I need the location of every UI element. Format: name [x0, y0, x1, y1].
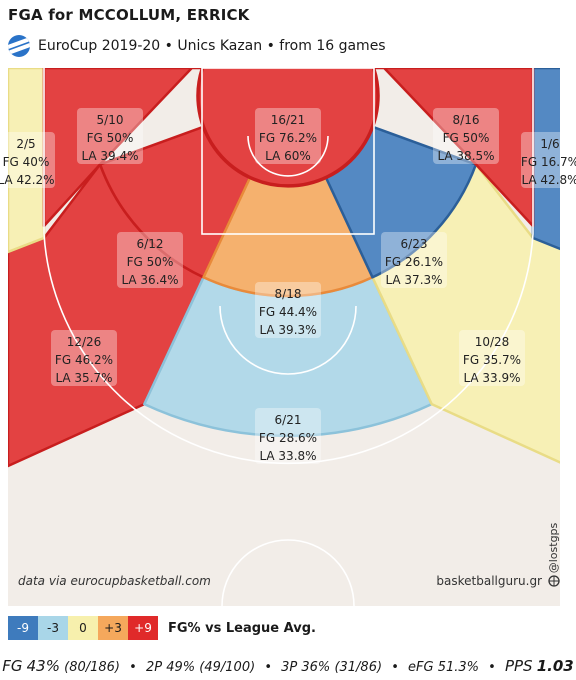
- two-detail: (49/100): [199, 660, 256, 675]
- subtitle-row: EuroCup 2019-20 • Unics Kazan • from 16 …: [8, 35, 386, 57]
- zone-la-label: LA 42.8%: [521, 173, 576, 187]
- zone-label-box: [381, 232, 447, 288]
- efg-label: eFG: [408, 660, 434, 675]
- zone-fgm-fga-label: 12/26: [67, 335, 102, 349]
- zone-label-box: [0, 132, 55, 188]
- zone-label-box: [459, 330, 525, 386]
- court-lines: [43, 68, 534, 606]
- zone-label-box: [117, 232, 183, 288]
- chart-title: FGA for MCCOLLUM, ERRICK: [8, 6, 250, 24]
- three-value: 36%: [301, 660, 331, 675]
- fg-label: FG: [2, 657, 23, 675]
- zone-la-label: LA 33.9%: [463, 371, 520, 385]
- zone-fgm-fga-label: 8/16: [453, 113, 480, 127]
- legend: -9 -3 0 +3 +9 FG% vs League Avg.: [8, 616, 316, 640]
- basketball-icon: [548, 575, 560, 587]
- legend-swatches: -9 -3 0 +3 +9: [8, 616, 158, 640]
- zone-fg-label: FG 50%: [127, 255, 174, 269]
- zone-la-label: LA 60%: [265, 149, 311, 163]
- court-svg: 2/5 FG 40% LA 42.2% 5/10 FG 50% LA 39.4% 16/21…: [0, 68, 576, 606]
- chart-subtitle: EuroCup 2019-20 • Unics Kazan • from 16 …: [38, 38, 386, 54]
- three-label: 3P: [281, 660, 298, 675]
- zone-fgm-fga-label: 2/5: [16, 137, 35, 151]
- zone-label-box: [77, 108, 143, 164]
- zone-fg-label: FG 26.1%: [385, 255, 443, 269]
- zone-fgm-fga-label: 8/18: [275, 287, 302, 301]
- zone-fg-label: FG 35.7%: [463, 353, 521, 367]
- zone-fgm-fga-label: 16/21: [271, 113, 306, 127]
- court-chart: 2/5 FG 40% LA 42.2% 5/10 FG 50% LA 39.4% 16/21…: [0, 66, 576, 606]
- zone-la-label: LA 36.4%: [121, 273, 178, 287]
- zone-right-baseline-mid: [372, 68, 535, 228]
- zone-label-box: [51, 330, 117, 386]
- two-value: 49%: [166, 660, 196, 675]
- efg-value: 51.3%: [437, 660, 480, 675]
- zone-label-box: [521, 132, 576, 188]
- eurocup-logo-icon: [8, 35, 30, 57]
- zone-label-box: [433, 108, 499, 164]
- site-credit: basketballguru.gr: [436, 574, 542, 588]
- paint-area: [201, 68, 375, 235]
- zone-fgm-fga-label: 6/23: [401, 237, 428, 251]
- legend-swatch: 0: [68, 616, 98, 640]
- source-credit: data via eurocupbasketball.com: [18, 574, 211, 588]
- zone-fg-label: FG 50%: [443, 131, 490, 145]
- zone-fgm-fga-label: 5/10: [97, 113, 124, 127]
- zone-fg-label: FG 76.2%: [259, 131, 317, 145]
- zone-fg-label: FG 44.4%: [259, 305, 317, 319]
- zone-fg-label: FG 28.6%: [259, 431, 317, 445]
- zone-fg-label: FG 16.7%: [521, 155, 576, 169]
- zone-fg-label: FG 46.2%: [55, 353, 113, 367]
- zone-label-box: [255, 282, 321, 338]
- two-label: 2P: [145, 660, 163, 675]
- legend-swatch: -3: [38, 616, 68, 640]
- zone-fgm-fga-label: 1/6: [540, 137, 559, 151]
- legend-swatch: +3: [98, 616, 128, 640]
- legend-swatch: -9: [8, 616, 38, 640]
- pps-label: PPS: [504, 657, 533, 675]
- zone-label-box: [255, 108, 321, 164]
- restricted-arc: [247, 135, 329, 177]
- zone-la-label: LA 35.7%: [55, 371, 112, 385]
- labels-layer: 2/5 FG 40% LA 42.2% 5/10 FG 50% LA 39.4% 16/21…: [0, 108, 576, 464]
- pps-value: 1.03: [536, 657, 574, 675]
- zone-fgm-fga-label: 6/21: [275, 413, 302, 427]
- free-throw-arc: [219, 305, 357, 375]
- zone-la-label: LA 33.8%: [259, 449, 316, 463]
- zone-la-label: LA 39.3%: [259, 323, 316, 337]
- three-point-line: [43, 68, 534, 465]
- three-detail: (31/86): [334, 660, 383, 675]
- zone-fg-label: FG 50%: [87, 131, 134, 145]
- summary-stats: FG 43% (80/186) • 2P 49% (49/100) • 3P 3…: [2, 657, 574, 675]
- zone-fgm-fga-label: 10/28: [475, 335, 510, 349]
- handle-credit: @lostgps: [547, 522, 560, 573]
- fg-value: 43%: [26, 657, 60, 675]
- zone-label-box: [255, 408, 321, 464]
- zone-la-label: LA 42.2%: [0, 173, 55, 187]
- legend-label: FG% vs League Avg.: [168, 620, 316, 636]
- zone-fgm-fga-label: 6/12: [137, 237, 164, 251]
- legend-swatch: +9: [128, 616, 158, 640]
- center-circle: [221, 539, 355, 606]
- zone-restricted-area: [196, 68, 380, 188]
- zone-fg-label: FG 40%: [3, 155, 50, 169]
- fg-detail: (80/186): [64, 660, 121, 675]
- zones-layer: [8, 68, 560, 468]
- zone-la-label: LA 37.3%: [385, 273, 442, 287]
- zone-la-label: LA 38.5%: [437, 149, 494, 163]
- zone-la-label: LA 39.4%: [81, 149, 138, 163]
